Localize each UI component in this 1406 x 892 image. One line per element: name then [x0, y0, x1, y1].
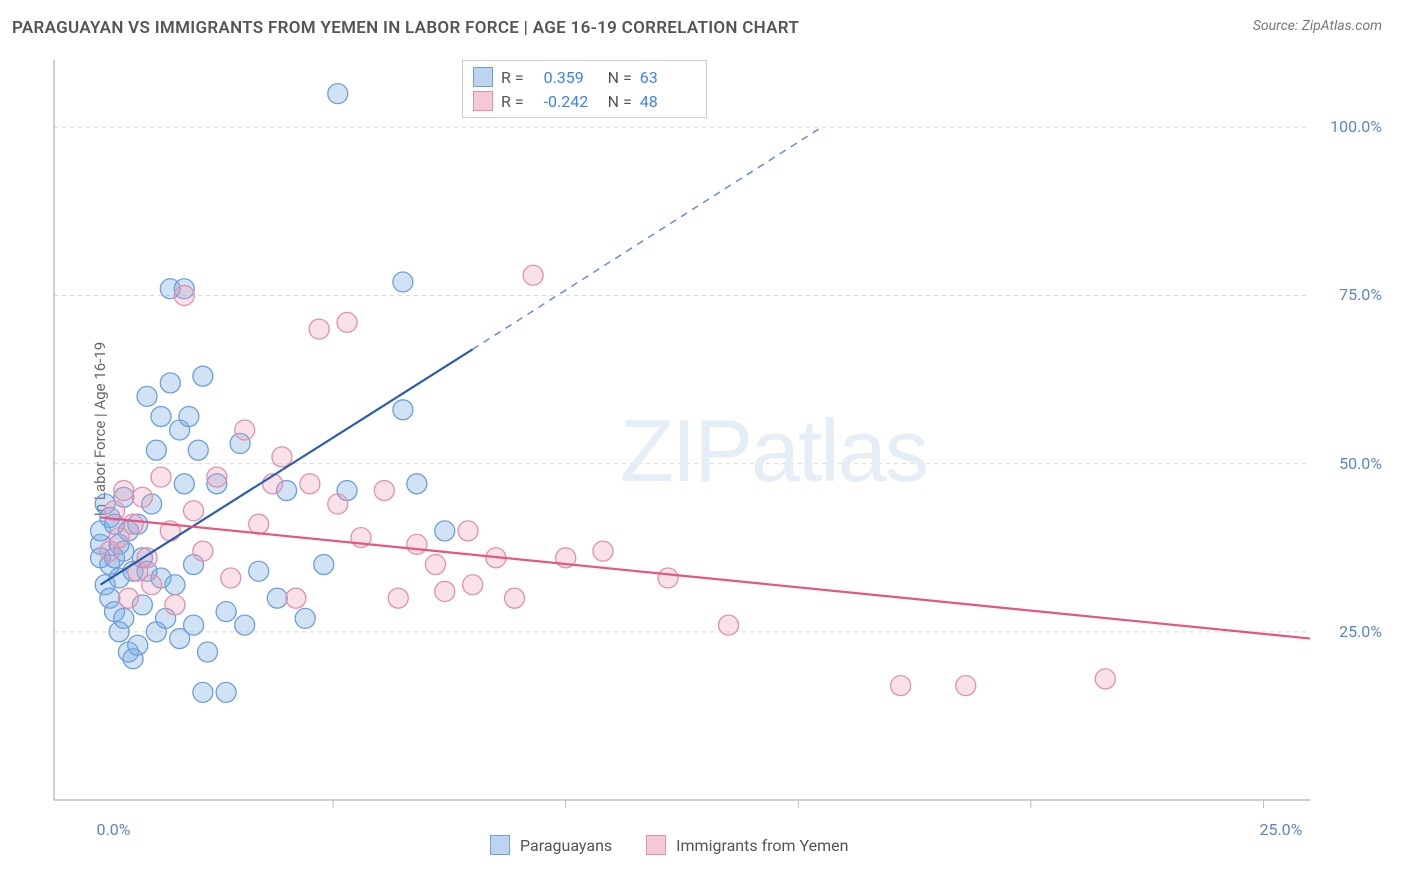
r-value: 0.359	[544, 68, 600, 87]
n-label: N =	[608, 68, 632, 87]
scatter-plot	[50, 50, 1400, 850]
bottom-legend: Paraguayans Immigrants from Yemen	[490, 835, 872, 855]
legend-series-label: Immigrants from Yemen	[676, 836, 848, 855]
r-label: R =	[501, 68, 524, 87]
legend-swatch	[473, 91, 493, 111]
legend-stat-row: R = -0.242 N = 48	[473, 89, 696, 113]
n-label: N =	[608, 92, 632, 111]
n-value: 48	[640, 92, 696, 111]
r-value: -0.242	[544, 92, 600, 111]
source-attribution: Source: ZipAtlas.com	[1253, 18, 1382, 34]
y-tick-label: 100.0%	[1330, 117, 1382, 136]
legend-stat-row: R = 0.359 N = 63	[473, 65, 696, 89]
legend-series-label: Paraguayans	[520, 836, 612, 855]
n-value: 63	[640, 68, 696, 87]
legend-swatch	[490, 835, 510, 855]
chart-title: PARAGUAYAN VS IMMIGRANTS FROM YEMEN IN L…	[12, 18, 799, 38]
y-tick-label: 25.0%	[1339, 622, 1382, 641]
legend-stats-box: R = 0.359 N = 63 R = -0.242 N = 48	[462, 60, 707, 118]
r-label: R =	[501, 92, 524, 111]
x-tick-label: 25.0%	[1259, 820, 1302, 839]
y-tick-label: 75.0%	[1339, 285, 1382, 304]
legend-swatch	[473, 67, 493, 87]
legend-swatch	[646, 835, 666, 855]
y-tick-label: 50.0%	[1339, 454, 1382, 473]
x-tick-label: 0.0%	[97, 820, 131, 839]
